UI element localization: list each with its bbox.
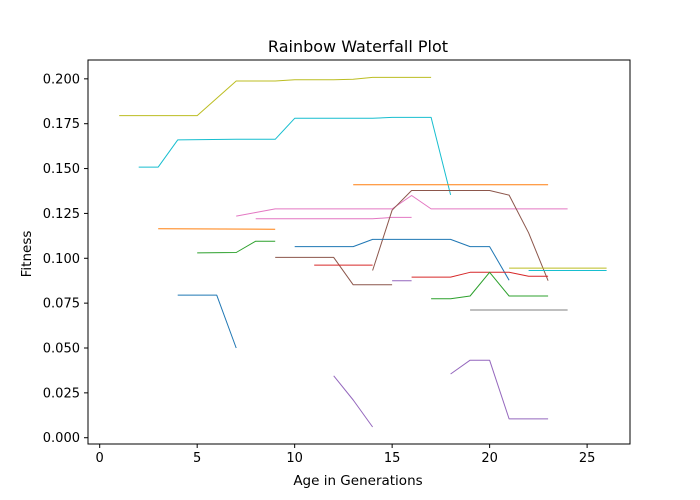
y-tick-label: 0.000 <box>43 431 80 446</box>
series-line-5 <box>255 216 412 220</box>
y-axis-label: Fitness <box>19 231 35 278</box>
x-tick-label: 5 <box>193 451 201 466</box>
series-line-15 <box>431 271 549 300</box>
series-line-20 <box>450 359 549 420</box>
y-tick-label: 0.050 <box>43 342 80 357</box>
y-tick-label: 0.075 <box>43 297 80 312</box>
plot-area-frame <box>87 59 631 445</box>
series-line-7 <box>372 190 549 281</box>
series-line-1 <box>119 76 432 117</box>
x-tick-label: 0 <box>96 451 104 466</box>
y-tick-label: 0.100 <box>43 252 80 267</box>
y-tick-label: 0.175 <box>43 117 80 132</box>
series-line-10 <box>275 256 393 286</box>
x-axis-label: Age in Generations <box>293 473 422 489</box>
series-line-2 <box>138 116 452 196</box>
y-tick-label: 0.150 <box>43 162 80 177</box>
x-tick-label: 25 <box>579 451 596 466</box>
series-line-16 <box>177 294 237 349</box>
x-tick-label: 15 <box>384 451 401 466</box>
series-line-6 <box>158 228 276 230</box>
series-line-9 <box>294 238 510 281</box>
series-layer <box>119 76 607 428</box>
x-tick-label: 10 <box>286 451 303 466</box>
series-line-19 <box>333 375 374 428</box>
y-tick-label: 0.025 <box>43 386 80 401</box>
y-tick-label: 0.125 <box>43 207 80 222</box>
x-tick-label: 20 <box>481 451 498 466</box>
series-line-8 <box>197 240 276 254</box>
series-line-4 <box>236 195 568 217</box>
y-tick-label: 0.200 <box>43 72 80 87</box>
x-axis: 0 5 10 15 20 25 <box>96 444 596 466</box>
y-axis: 0.000 0.025 0.050 0.075 0.100 0.125 0.150 0.175… <box>43 72 88 446</box>
chart-title: Rainbow Waterfall Plot <box>268 37 448 56</box>
